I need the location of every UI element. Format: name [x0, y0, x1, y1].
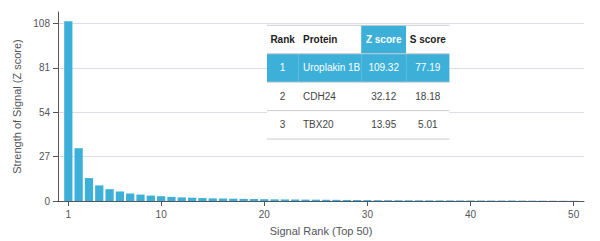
svg-text:3: 3 — [280, 119, 286, 130]
svg-text:109.32: 109.32 — [368, 62, 399, 73]
svg-text:77.19: 77.19 — [415, 62, 440, 73]
svg-text:50: 50 — [568, 209, 580, 220]
svg-text:Signal Rank (Top 50): Signal Rank (Top 50) — [270, 225, 373, 237]
svg-text:Z score: Z score — [366, 34, 402, 45]
svg-text:Rank: Rank — [270, 34, 295, 45]
svg-text:18.18: 18.18 — [415, 91, 440, 102]
svg-text:108: 108 — [33, 18, 50, 29]
svg-text:TBX20: TBX20 — [303, 119, 334, 130]
svg-text:20: 20 — [259, 209, 271, 220]
svg-text:13.95: 13.95 — [371, 119, 396, 130]
svg-text:CDH24: CDH24 — [303, 91, 336, 102]
svg-text:1: 1 — [280, 62, 286, 73]
svg-text:1: 1 — [66, 209, 72, 220]
svg-text:S score: S score — [410, 34, 447, 45]
svg-text:Protein: Protein — [303, 34, 337, 45]
svg-text:27: 27 — [39, 151, 51, 162]
svg-text:10: 10 — [156, 209, 168, 220]
svg-text:40: 40 — [465, 209, 477, 220]
svg-text:0: 0 — [44, 196, 50, 207]
svg-text:30: 30 — [362, 209, 374, 220]
svg-text:5.01: 5.01 — [418, 119, 438, 130]
svg-text:Uroplakin 1B: Uroplakin 1B — [303, 62, 361, 73]
svg-text:54: 54 — [39, 107, 51, 118]
svg-text:2: 2 — [280, 91, 286, 102]
svg-text:Strength of Signal (Z score): Strength of Signal (Z score) — [11, 39, 23, 174]
svg-text:81: 81 — [39, 62, 51, 73]
svg-text:32.12: 32.12 — [371, 91, 396, 102]
